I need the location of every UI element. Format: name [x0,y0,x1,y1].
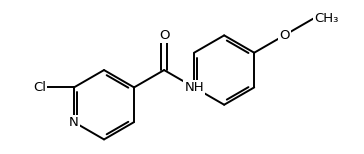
Text: O: O [159,29,169,42]
Text: N: N [69,116,79,129]
Text: O: O [279,29,289,42]
Text: Cl: Cl [33,81,46,94]
Text: CH₃: CH₃ [314,12,339,24]
Text: NH: NH [184,81,204,94]
